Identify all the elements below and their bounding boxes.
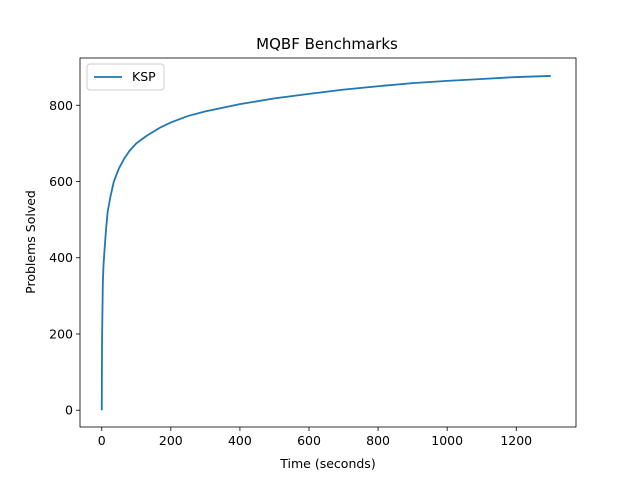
y-tick-label: 600 bbox=[49, 174, 73, 189]
x-axis-label: Time (seconds) bbox=[279, 456, 375, 471]
y-tick-label: 400 bbox=[49, 250, 73, 265]
x-tick-label: 0 bbox=[98, 433, 106, 448]
x-tick-label: 600 bbox=[297, 433, 321, 448]
chart-title: MQBF Benchmarks bbox=[256, 35, 398, 53]
y-tick-label: 800 bbox=[49, 98, 73, 113]
legend-label-ksp: KSP bbox=[132, 69, 156, 84]
x-axis: 0 200 400 600 800 1000 1200 bbox=[98, 427, 532, 448]
x-tick-label: 1200 bbox=[500, 433, 532, 448]
y-axis: 0 200 400 600 800 bbox=[49, 98, 80, 418]
series-line-ksp bbox=[100, 75, 551, 411]
x-tick-label: 800 bbox=[366, 433, 390, 448]
y-tick-label: 0 bbox=[65, 403, 73, 418]
y-axis-label: Problems Solved bbox=[23, 190, 38, 294]
x-tick-label: 200 bbox=[159, 433, 183, 448]
plot-area bbox=[79, 57, 577, 428]
x-tick-label: 400 bbox=[228, 433, 252, 448]
y-tick-label: 200 bbox=[49, 326, 73, 341]
legend-box bbox=[86, 63, 165, 91]
legend: KSP bbox=[86, 63, 165, 91]
x-tick-label: 1000 bbox=[431, 433, 463, 448]
series-layer bbox=[100, 75, 551, 411]
